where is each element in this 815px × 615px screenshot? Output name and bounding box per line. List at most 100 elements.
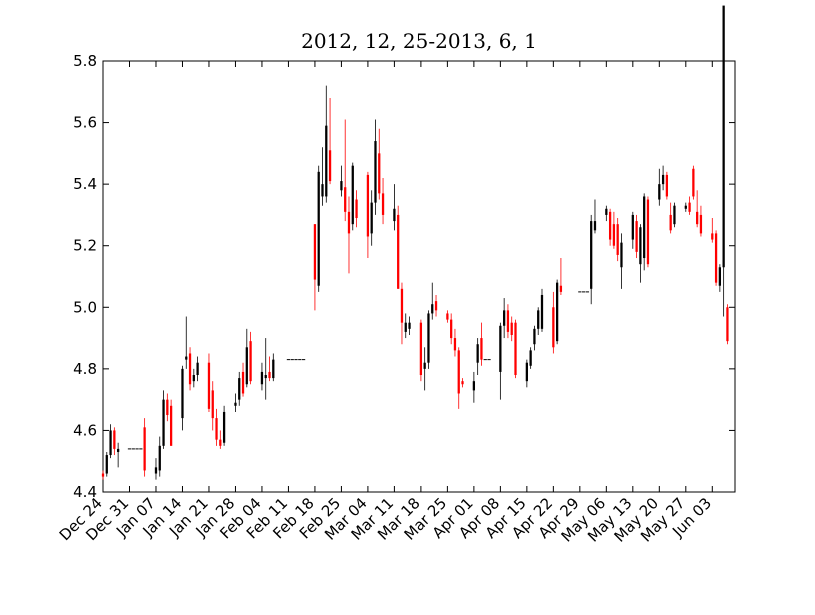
candle-body xyxy=(264,375,267,379)
candle-body xyxy=(313,224,317,280)
candle-body xyxy=(321,184,324,197)
candle-body xyxy=(450,319,453,339)
candle-body xyxy=(537,310,540,329)
candle-body xyxy=(631,214,634,240)
candle-body xyxy=(431,304,434,314)
candle-body xyxy=(423,362,426,369)
candle-body xyxy=(404,322,407,332)
candle-body xyxy=(688,202,691,212)
candle-body xyxy=(101,473,105,477)
candle-body xyxy=(196,362,199,376)
candle-body xyxy=(620,242,623,268)
candle-body xyxy=(506,310,510,332)
candle-body xyxy=(658,184,661,200)
candle-body xyxy=(215,418,218,440)
candle-body xyxy=(503,310,506,326)
candle-body xyxy=(635,221,638,252)
candle-body xyxy=(219,439,222,446)
candle-body xyxy=(109,430,112,456)
candle-body xyxy=(381,193,385,215)
candle-body xyxy=(105,455,108,474)
y-tick-label: 4.6 xyxy=(73,421,97,439)
candle-body xyxy=(272,359,275,379)
candle-body xyxy=(162,399,165,446)
candle-body xyxy=(325,125,328,197)
candle-body xyxy=(472,381,476,391)
candle-body xyxy=(510,322,513,335)
candle-body xyxy=(234,402,237,406)
candle-body xyxy=(669,214,672,231)
candle-body xyxy=(514,322,517,376)
candle-body xyxy=(684,205,687,209)
candle-body xyxy=(207,362,211,409)
y-tick-label: 5.0 xyxy=(73,298,97,316)
candle-body xyxy=(696,211,699,225)
candle-body xyxy=(446,313,449,320)
candle-body xyxy=(192,375,195,382)
candle-body xyxy=(533,328,536,345)
candle-body xyxy=(366,174,370,237)
candle-body xyxy=(639,227,642,265)
candle-body xyxy=(540,294,544,329)
y-tick-label: 5.4 xyxy=(73,175,97,193)
candle-body xyxy=(661,174,665,185)
candle-body xyxy=(419,322,423,376)
candle-body xyxy=(699,214,703,234)
candle-body xyxy=(143,427,146,471)
candle-body xyxy=(427,313,430,363)
candle-body xyxy=(593,221,597,231)
candle-body xyxy=(241,371,245,394)
candle-body xyxy=(378,153,381,194)
candle-body xyxy=(355,199,358,219)
candle-body xyxy=(718,267,721,286)
candle-body xyxy=(117,448,120,452)
candle-body xyxy=(552,307,555,348)
candle-body xyxy=(711,233,714,240)
candle-body xyxy=(692,168,695,197)
candle-body xyxy=(555,282,559,342)
candle-body xyxy=(665,174,669,197)
candle-body xyxy=(370,202,373,234)
candle-body xyxy=(328,150,332,182)
candle-body xyxy=(169,405,173,446)
candle-body xyxy=(461,381,464,385)
candle-body xyxy=(673,205,676,225)
candle-body xyxy=(714,233,718,283)
candle-body xyxy=(245,347,248,385)
candle-body xyxy=(181,368,184,419)
y-tick-label: 4.8 xyxy=(73,360,97,378)
candle-body xyxy=(374,141,377,203)
candle-body xyxy=(166,399,169,416)
candle-body xyxy=(400,288,404,323)
candle-body xyxy=(113,430,116,449)
candle-body xyxy=(612,224,616,246)
candle-body xyxy=(453,338,457,351)
candle-body xyxy=(480,338,483,360)
candle-body xyxy=(726,307,729,342)
candle-body xyxy=(590,221,593,289)
candle-body xyxy=(608,211,612,240)
candle-body xyxy=(457,350,460,394)
candle-body xyxy=(222,411,226,443)
candle-body xyxy=(397,214,400,289)
candle-body xyxy=(188,353,192,385)
candle-body xyxy=(185,356,188,360)
candle-body xyxy=(340,181,343,191)
candle-body xyxy=(211,390,214,419)
plot-area xyxy=(102,60,736,493)
candle-body xyxy=(347,211,351,234)
candle-body xyxy=(529,350,532,366)
candle-body xyxy=(646,199,650,265)
candle-body xyxy=(260,371,264,385)
candle-body xyxy=(525,362,528,382)
y-tick-label: 5.2 xyxy=(73,237,97,255)
candle-body xyxy=(393,208,396,222)
candle-body xyxy=(434,301,438,311)
candle-body xyxy=(268,371,271,379)
y-tick-label: 5.6 xyxy=(73,114,97,132)
candle-body xyxy=(499,325,502,372)
chart-title: 2012, 12, 25-2013, 6, 1 xyxy=(301,29,537,53)
candle-body xyxy=(154,467,158,474)
